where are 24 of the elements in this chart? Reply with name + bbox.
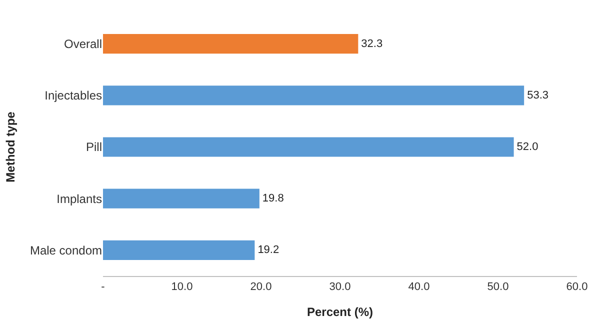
data-label: 53.3 [527, 89, 548, 102]
x-tick-label: - [101, 281, 106, 294]
x-tick-label: 40.0 [408, 281, 430, 294]
data-label: 19.2 [258, 244, 280, 256]
y-tick-label: Overall [64, 37, 102, 51]
bar [103, 137, 514, 157]
bar [103, 188, 260, 208]
bar [103, 34, 358, 54]
x-tick-label: 10.0 [171, 281, 193, 294]
y-tick-label: Injectables [44, 88, 102, 103]
x-axis-title: Percent (%) [306, 305, 374, 320]
x-tick-label: 30.0 [329, 281, 351, 294]
y-axis-title: Method type [3, 111, 18, 182]
x-tick-label: 60.0 [566, 281, 588, 294]
x-tick-label: 20.0 [250, 281, 272, 294]
x-tick-label: 50.0 [487, 281, 509, 294]
y-tick-label: Implants [56, 192, 102, 206]
bar [103, 240, 255, 260]
data-label: 19.8 [262, 192, 284, 205]
y-tick-label: Pill [86, 140, 102, 154]
bar [103, 86, 524, 106]
data-label: 52.0 [516, 141, 538, 153]
y-tick-label: Male condom [30, 243, 102, 258]
data-label: 32.3 [361, 38, 383, 50]
